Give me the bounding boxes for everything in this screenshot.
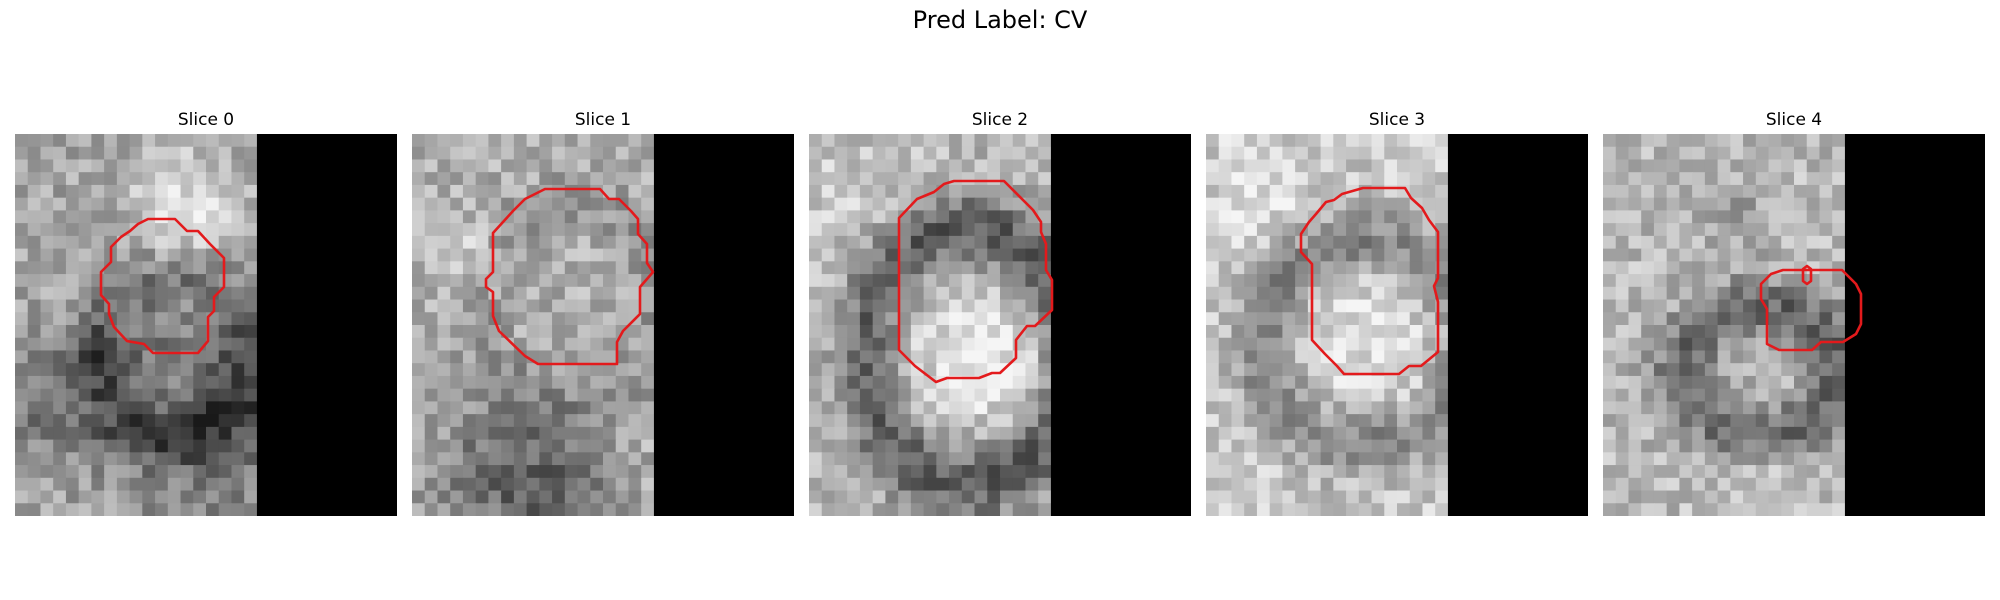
black-mask-region — [256, 134, 397, 516]
slice-image — [1206, 134, 1588, 516]
slice-panel-4: Slice 4 — [1603, 108, 1985, 516]
slice-panel-1: Slice 1 — [412, 108, 794, 516]
figure-title: Pred Label: CV — [912, 6, 1088, 34]
pixel-grid — [1206, 134, 1449, 516]
slice-panel-2: Slice 2 — [809, 108, 1191, 516]
segmentation-contour — [1801, 264, 1813, 286]
slice-title: Slice 3 — [1368, 110, 1426, 130]
black-mask-region — [653, 134, 794, 516]
segmentation-contour — [1299, 186, 1440, 376]
black-mask-region — [1050, 134, 1191, 516]
slice-image — [809, 134, 1191, 516]
slice-title: Slice 0 — [177, 110, 235, 130]
pixel-grid — [15, 134, 258, 516]
pixel-grid — [809, 134, 1052, 516]
slice-title: Slice 4 — [1765, 110, 1823, 130]
slice-title: Slice 1 — [574, 110, 632, 130]
slice-panel-0: Slice 0 — [15, 108, 397, 516]
segmentation-contour — [484, 187, 655, 366]
slice-title: Slice 2 — [971, 110, 1029, 130]
black-mask-region — [1447, 134, 1588, 516]
slice-image — [1603, 134, 1985, 516]
slice-image — [412, 134, 794, 516]
slice-panel-3: Slice 3 — [1206, 108, 1588, 516]
segmentation-contour — [897, 179, 1054, 384]
black-mask-region — [1844, 134, 1985, 516]
pixel-grid — [1603, 134, 1846, 516]
slice-image — [15, 134, 397, 516]
segmentation-contour — [99, 217, 226, 355]
pixel-grid — [412, 134, 655, 516]
segmentation-contour — [1759, 268, 1863, 352]
